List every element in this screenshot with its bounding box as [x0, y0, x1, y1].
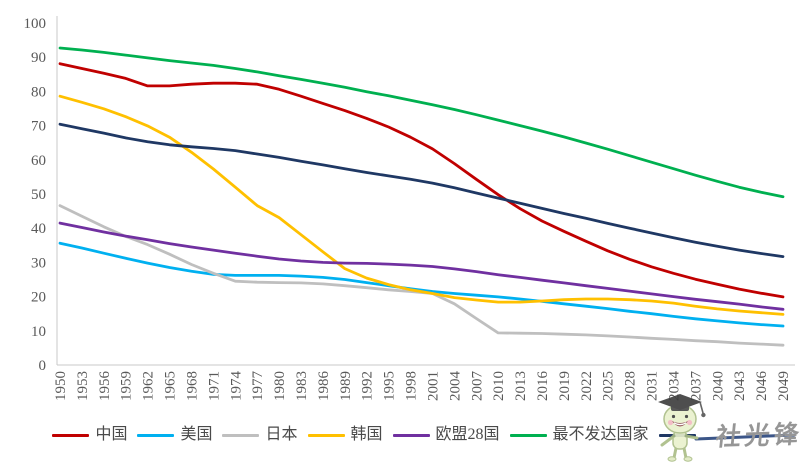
x-tick-label: 1998 — [404, 371, 420, 401]
watermark-mascot-icon — [658, 394, 796, 462]
legend-swatch-icon — [509, 433, 547, 437]
x-tick-label: 1962 — [141, 371, 157, 401]
series-line-4 — [58, 94, 785, 316]
x-tick-label: 2019 — [557, 371, 573, 401]
x-tick-label: 2022 — [579, 371, 595, 401]
legend-item-5: 欧盟28国 — [392, 426, 500, 443]
series-line-1 — [58, 62, 785, 299]
x-tick-label: 2049 — [776, 371, 792, 401]
y-tick-label: 90 — [31, 50, 46, 66]
y-tick-label: 0 — [39, 358, 47, 374]
series-line-2 — [58, 241, 785, 328]
watermark: 社光锋 — [650, 390, 800, 464]
y-tick-label: 50 — [31, 187, 46, 203]
x-tick-label: 2013 — [513, 371, 529, 401]
x-tick-label: 1968 — [184, 371, 200, 401]
legend-swatch-icon — [137, 433, 175, 437]
x-tick-label: 1986 — [316, 371, 332, 402]
x-tick-label: 1992 — [360, 371, 376, 401]
x-tick-label: 1974 — [228, 371, 244, 402]
series-line-5 — [58, 221, 785, 311]
x-tick-label: 1950 — [53, 371, 69, 401]
line-chart-svg: 0 10 20 30 40 50 60 70 80 90 100 1950 1953 1956 1959 19… — [24, 16, 795, 402]
x-tick-label: 1983 — [294, 371, 310, 401]
x-tick-label: 2037 — [688, 371, 704, 402]
x-tick-label: 2010 — [491, 371, 507, 401]
legend-label: 最不发达国家 — [552, 426, 649, 443]
x-tick-label: 2031 — [645, 371, 661, 401]
legend-item-1: 中国 — [52, 427, 127, 443]
x-tick-label: 2025 — [601, 371, 617, 401]
legend-label: 欧盟28国 — [435, 426, 500, 443]
y-tick-label: 70 — [31, 119, 46, 135]
x-tick-label: 1956 — [97, 371, 113, 402]
x-tick-label: 2001 — [425, 371, 441, 401]
y-tick-label: 40 — [31, 221, 46, 237]
x-tick-label: 1965 — [163, 371, 179, 401]
series-line-7 — [58, 122, 785, 259]
x-tick-label: 2016 — [535, 371, 551, 402]
x-tick-label: 1971 — [206, 371, 222, 401]
x-tick-label: 2046 — [754, 371, 770, 402]
legend-label: 中国 — [95, 426, 128, 443]
legend-label: 韩国 — [350, 426, 383, 443]
legend-item-3: 日本 — [222, 426, 298, 443]
y-tick-label: 30 — [31, 255, 46, 271]
x-tick-label: 1995 — [382, 371, 398, 401]
legend-swatch-icon — [307, 433, 345, 437]
x-tick-label: 2040 — [710, 371, 726, 401]
legend-swatch-icon — [392, 433, 430, 437]
chart-area: 0 10 20 30 40 50 60 70 80 90 100 1950 1953 1956 1959 19… — [24, 16, 795, 402]
legend-item-2: 美国 — [137, 427, 212, 443]
x-tick-label: 1980 — [272, 371, 288, 401]
x-tick-label: 2007 — [469, 371, 485, 402]
y-tick-label: 20 — [31, 290, 46, 306]
x-tick-label: 2004 — [447, 371, 463, 402]
x-tick-label: 2034 — [666, 371, 682, 402]
series-line-3 — [58, 204, 785, 347]
legend-label: 美国 — [180, 426, 213, 443]
x-tick-label: 1953 — [75, 371, 91, 401]
x-tick-label: 2028 — [623, 371, 639, 401]
y-tick-label: 100 — [24, 16, 47, 32]
x-tick-label: 2043 — [732, 371, 748, 401]
legend-item-6: 最不发达国家 — [509, 426, 649, 443]
x-tick-label: 1989 — [338, 371, 354, 401]
series-line-6 — [58, 46, 785, 199]
legend-label: 日本 — [265, 426, 298, 443]
legend-swatch-icon — [52, 433, 90, 437]
y-tick-label: 80 — [31, 84, 46, 100]
y-tick-label: 10 — [31, 324, 46, 340]
watermark-text: 社光锋 — [714, 421, 800, 452]
legend-swatch-icon — [222, 433, 260, 437]
y-tick-label: 60 — [31, 153, 46, 169]
x-tick-label: 1977 — [250, 371, 266, 402]
x-tick-label: 1959 — [119, 371, 135, 401]
legend-item-4: 韩国 — [307, 426, 383, 443]
